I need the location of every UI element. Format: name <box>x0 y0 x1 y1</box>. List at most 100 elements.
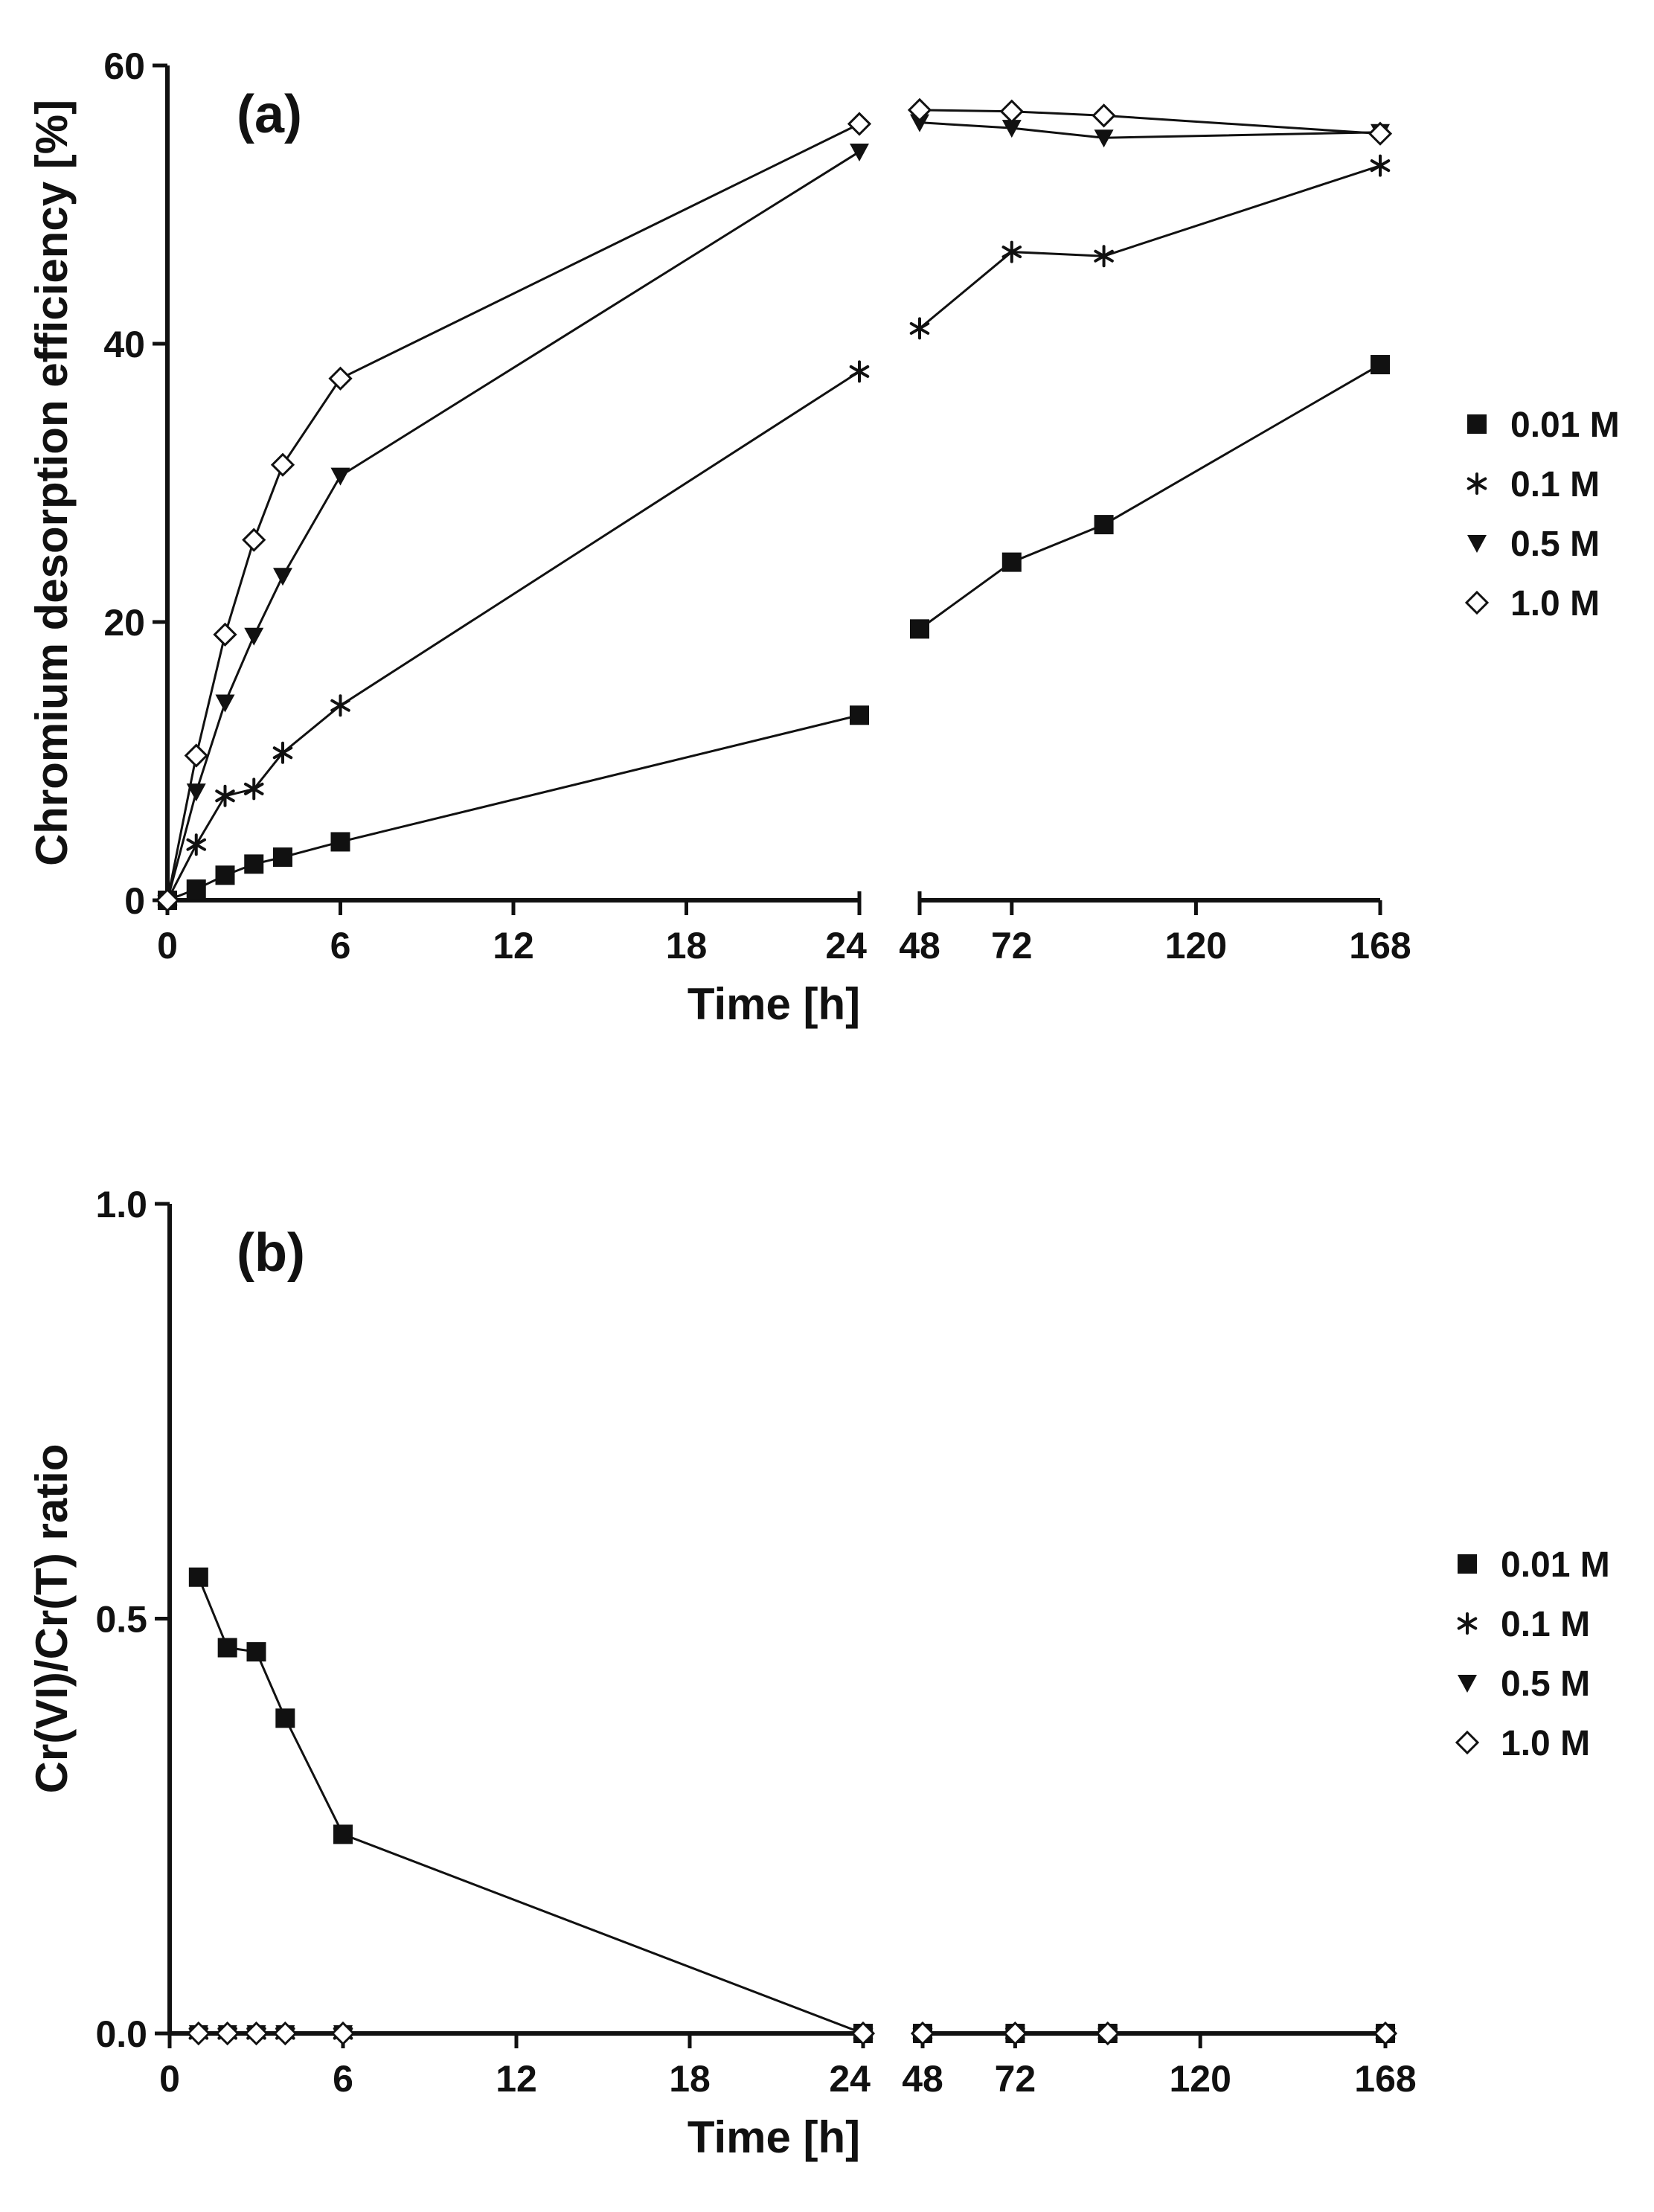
series-line <box>919 121 1381 139</box>
data-point <box>186 833 207 856</box>
y-tick-label: 20 <box>103 602 145 644</box>
series-line <box>919 109 1381 135</box>
legend-label: 0.01 M <box>1510 405 1620 445</box>
data-point <box>849 360 870 383</box>
x-tick-label: 6 <box>333 2058 353 2100</box>
data-point <box>330 467 350 486</box>
x-tick-label: 6 <box>330 925 351 966</box>
x-tick-label: 0 <box>159 2058 180 2100</box>
legend-marker <box>1464 590 1490 615</box>
y-tick-label: 60 <box>103 45 145 87</box>
legend-marker <box>1455 1730 1480 1755</box>
series-0.01m <box>158 355 1390 910</box>
y-tick-label: 40 <box>103 324 145 365</box>
y-tick-label: 0 <box>124 880 145 922</box>
data-point <box>1094 515 1114 535</box>
x-axis-label: Time [h] <box>687 979 860 1029</box>
data-point <box>244 854 264 874</box>
x-axis-label: Time [h] <box>687 2112 860 2162</box>
panel-label: (b) <box>237 1223 305 1283</box>
data-point <box>1370 154 1391 177</box>
x-tick-label: 72 <box>991 925 1033 966</box>
legend-marker <box>1467 414 1487 434</box>
data-point <box>217 1638 237 1658</box>
data-point <box>1368 121 1393 146</box>
data-point <box>910 619 929 639</box>
data-point <box>1001 240 1022 263</box>
data-point <box>244 627 264 646</box>
legend-label: 0.5 M <box>1501 1664 1590 1704</box>
series-line <box>166 371 860 901</box>
data-point <box>186 2021 211 2046</box>
data-point <box>244 2021 269 2046</box>
data-point <box>275 1708 295 1728</box>
panel-a: 0 20 40 60 0 6 12 18 24 48 72 120 168 Time [h] Chromiu… <box>27 45 1620 1029</box>
x-tick-label: 168 <box>1354 2058 1416 2100</box>
series-line <box>919 363 1381 630</box>
series-0.5m <box>158 114 1390 910</box>
x-tick-label: 12 <box>493 925 534 966</box>
x-tick-label: 120 <box>1165 925 1227 966</box>
x-tick-label: 0 <box>157 925 178 966</box>
series-0.01m <box>188 1567 1395 2043</box>
legend-label: 0.01 M <box>1501 1545 1610 1585</box>
legend-marker <box>1458 1554 1477 1574</box>
data-point <box>215 784 235 807</box>
data-point <box>184 743 208 768</box>
data-point <box>910 2021 935 2046</box>
data-point <box>847 112 872 136</box>
x-tick-label: 72 <box>995 2058 1036 2100</box>
legend-marker <box>1467 472 1487 495</box>
data-point <box>328 366 353 391</box>
legend-label: 0.1 M <box>1501 1605 1590 1644</box>
data-point <box>273 568 292 586</box>
x-tick-label: 24 <box>825 925 867 966</box>
data-point <box>273 2021 298 2046</box>
x-tick-label: 24 <box>829 2058 871 2100</box>
data-point <box>272 741 293 764</box>
y-tick-label: 0.5 <box>95 1599 147 1641</box>
data-point <box>188 1567 208 1587</box>
data-point <box>1092 103 1116 128</box>
series-1.0m <box>186 2021 1398 2046</box>
data-point <box>850 705 869 725</box>
x-tick-label: 168 <box>1349 925 1411 966</box>
data-point <box>270 452 295 477</box>
legend-label: 1.0 M <box>1501 1724 1590 1763</box>
data-point <box>910 114 929 132</box>
x-tick-label: 12 <box>496 2058 537 2100</box>
series-line <box>166 123 860 901</box>
legend-label: 0.5 M <box>1510 525 1600 564</box>
legend-marker <box>1457 1612 1478 1635</box>
legend-label: 0.1 M <box>1510 465 1600 504</box>
x-tick-label: 48 <box>899 925 940 966</box>
data-point <box>1094 245 1114 268</box>
data-point <box>850 143 869 161</box>
data-point <box>907 97 932 122</box>
data-point <box>242 528 266 552</box>
data-point <box>273 847 292 868</box>
y-axis-label: Chromium desorption efficiency [%] <box>27 100 77 866</box>
data-point <box>213 622 237 647</box>
data-point <box>215 865 235 885</box>
series-line <box>166 150 860 901</box>
y-tick-label: 1.0 <box>95 1184 147 1225</box>
legend-marker <box>1458 1675 1477 1693</box>
data-point <box>333 1824 353 1844</box>
series-line <box>197 1577 864 2035</box>
data-point <box>330 694 350 717</box>
series-0.1m <box>157 154 1391 911</box>
data-point <box>330 2021 356 2046</box>
x-tick-label: 48 <box>902 2058 943 2100</box>
data-point <box>1094 129 1114 148</box>
data-point <box>1001 120 1022 138</box>
x-tick-label: 120 <box>1169 2058 1231 2100</box>
panel-b: 0.0 0.5 1.0 0 6 12 18 24 48 72 120 168 Time [h] Cr(VI… <box>27 1184 1610 2162</box>
data-point <box>1001 552 1022 572</box>
data-point <box>1371 355 1390 375</box>
data-point <box>215 2021 240 2046</box>
data-point <box>1095 2021 1120 2046</box>
data-point <box>999 99 1024 124</box>
